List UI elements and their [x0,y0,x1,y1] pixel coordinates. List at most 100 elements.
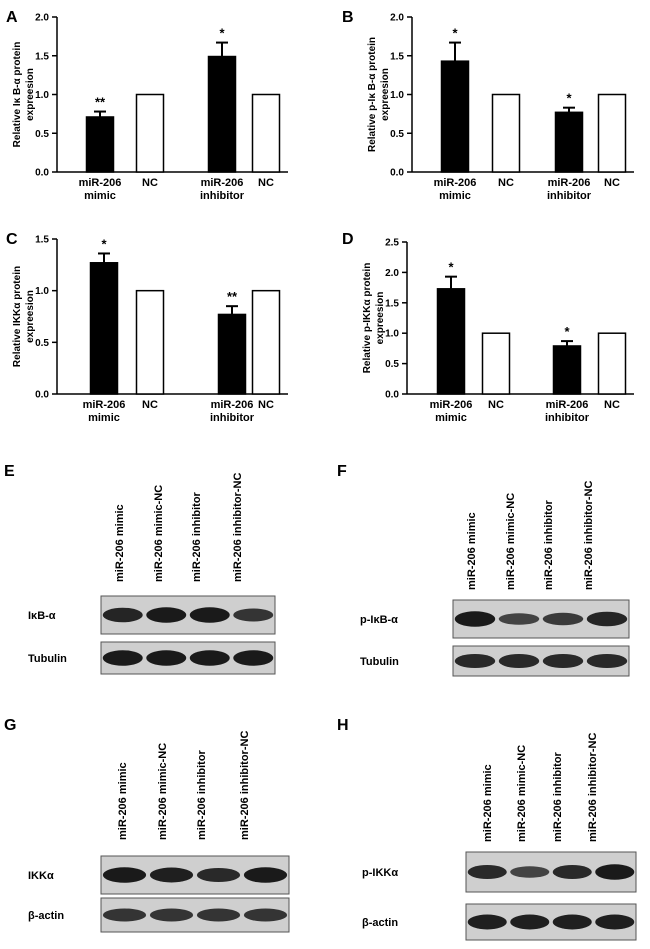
significance-marker: * [566,91,572,106]
lane-label: miR-206 inhibitor [543,499,555,590]
blot-band [102,650,143,666]
blot-row-label: p-IκB-α [360,614,398,626]
panel-label: H [337,717,349,734]
blot-band [189,650,230,666]
blot-band [102,867,147,883]
y-tick-label: 2.0 [35,13,49,24]
y-tick-label: 0.5 [390,129,404,140]
y-tick-label: 2.0 [385,268,399,279]
blot-band [510,914,550,930]
category-label: NC [498,177,514,189]
bar [135,93,165,173]
y-tick-label: 0.0 [35,390,49,401]
panel-label: B [342,9,354,26]
blot-band [595,864,635,880]
blot-band [586,611,628,627]
category-label: NC [142,399,158,411]
y-tick-label: 1.5 [390,51,404,62]
blot-band [102,908,147,922]
blot-band [510,866,550,878]
blot-band [552,914,592,930]
significance-marker: ** [95,95,106,110]
significance-marker: * [564,324,570,339]
bar [436,288,466,395]
lane-label: miR-206 mimic [482,764,494,842]
lane-label: miR-206 inhibitor-NC [587,733,599,842]
category-label: miR-206 [548,177,591,189]
bar [251,289,281,395]
blot-row-label: IKKα [28,870,54,882]
blot-band [149,908,194,922]
y-axis-label: Relative p-Iκ B-α protein expreesion [367,37,391,152]
y-axis-label-line: Relative Iκ B-α protein [12,42,23,148]
category-label: NC [604,399,620,411]
blot-band [498,613,540,625]
lane-label: miR-206 mimic-NC [153,485,165,582]
significance-marker: ** [227,289,238,304]
panel-label: F [337,463,347,480]
lane-label: miR-206 mimic [466,512,478,590]
blot-band [233,608,274,622]
blot-row-label: β-actin [28,910,64,922]
blot-band [467,914,507,930]
blot-band [586,654,628,668]
category-label: NC [258,399,274,411]
blot-band [542,654,584,668]
y-tick-label: 2.5 [385,238,399,249]
category-label: NC [258,177,274,189]
category-label: miR-206 [201,177,244,189]
lane-label: miR-206 mimic-NC [516,745,528,842]
bar [597,332,627,395]
category-label: NC [604,177,620,189]
bar [552,345,582,395]
y-axis-label-line: Relative IKKα protein [12,266,23,367]
blot-band [196,908,241,922]
lane-label: miR-206 inhibitor [552,751,564,842]
chart-panel-b: B 0.0 0.5 1.0 1.5 2.0 Relative p-Iκ B-α protei… [342,9,634,202]
lane-label: miR-206 inhibitor-NC [232,473,244,582]
y-tick-label: 1.5 [35,235,49,246]
bar [85,116,115,173]
panel-label: C [6,231,18,248]
blot-row-label: p-IKKα [362,867,398,879]
significance-marker: * [448,260,454,275]
category-label: miR-206 [79,177,122,189]
y-tick-label: 0.0 [385,390,399,401]
lane-label: miR-206 mimic [117,762,129,840]
chart-panel-a: A 0.0 0.5 1.0 1.5 2.0 Relative Iκ B-α protein e… [6,9,288,202]
category-label: NC [488,399,504,411]
category-label: miR-206 [430,399,473,411]
significance-marker: * [452,26,458,41]
category-label: miR-206 [546,399,589,411]
y-tick-label: 1.0 [35,90,49,101]
blot-band [146,607,187,623]
blot-row-label: IκB-α [28,610,56,622]
blot-band [467,865,507,879]
blot-band [498,654,540,668]
blot-row-label: Tubulin [360,656,399,668]
bar [207,55,237,173]
category-label: miR-206 [211,399,254,411]
panel-label: A [6,9,18,26]
category-label: inhibitor [545,412,590,424]
blot-band [243,867,288,883]
y-axis-label-line: expreesion [380,68,391,121]
lane-label: miR-206 inhibitor-NC [239,731,251,840]
bar [491,93,521,173]
blot-band [454,611,496,627]
category-label: mimic [435,412,467,424]
category-label: miR-206 [434,177,477,189]
category-label: inhibitor [547,190,592,202]
bar [554,111,584,173]
blot-band [189,607,230,623]
blot-band [102,607,143,623]
category-label: miR-206 [83,399,126,411]
blot-row-label: Tubulin [28,653,67,665]
panel-label: E [4,463,15,480]
y-tick-label: 1.0 [385,329,399,340]
lane-label: miR-206 mimic-NC [505,493,517,590]
category-label: mimic [88,412,120,424]
lane-label: miR-206 inhibitor [196,749,208,840]
